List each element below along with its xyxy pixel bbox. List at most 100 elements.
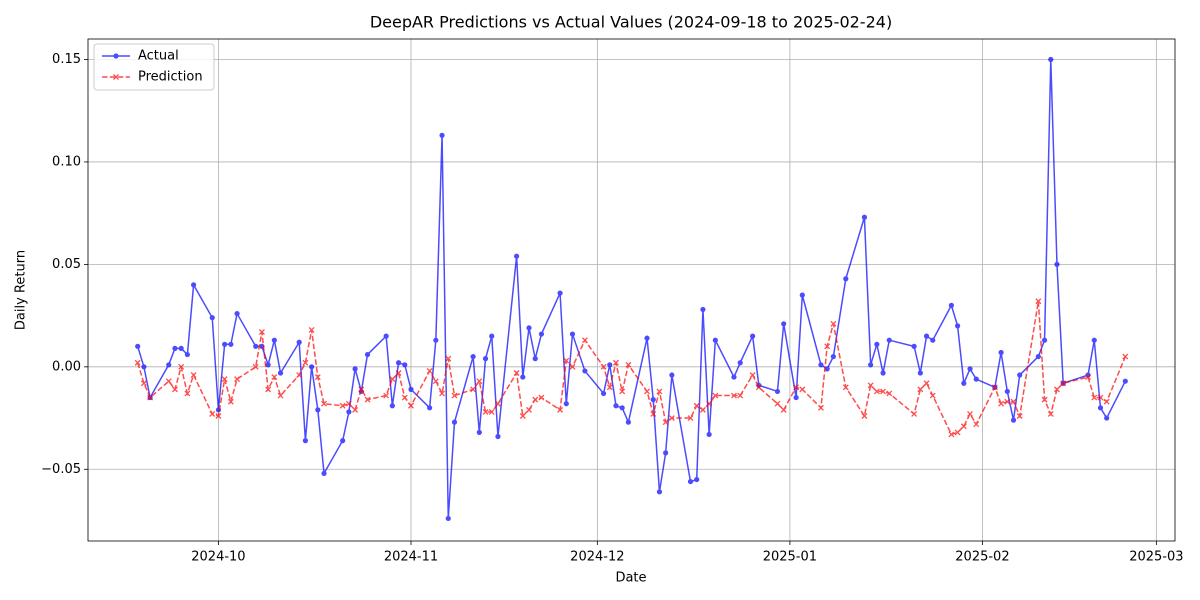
point (873, 388, 880, 395)
point (625, 419, 631, 425)
point (476, 429, 482, 436)
point (830, 320, 837, 327)
point (712, 337, 718, 343)
point (401, 394, 408, 401)
y-tick-label: 0.00 (52, 359, 81, 374)
point (991, 384, 998, 391)
point (253, 343, 259, 349)
point (513, 370, 520, 376)
point (1004, 398, 1011, 405)
point (538, 394, 545, 401)
point (930, 337, 936, 343)
point (221, 376, 228, 383)
point (395, 370, 402, 376)
point (663, 450, 669, 456)
point (520, 374, 526, 380)
point (967, 366, 973, 372)
x-tick-label: 2025-01 (763, 550, 817, 565)
point (439, 390, 446, 397)
y-tick-label: −0.05 (41, 462, 81, 477)
point (644, 335, 650, 341)
point (600, 390, 607, 397)
point (427, 405, 433, 411)
point (178, 363, 185, 370)
x-tick-label: 2025-02 (955, 550, 1009, 565)
point (687, 478, 694, 485)
point (389, 403, 395, 409)
point (712, 392, 719, 399)
point (513, 253, 520, 259)
point (277, 370, 284, 376)
point (973, 421, 980, 428)
point (780, 406, 787, 413)
point (308, 326, 315, 333)
point (694, 476, 700, 483)
point (190, 282, 197, 288)
point (563, 401, 569, 407)
point (793, 384, 800, 391)
point (1085, 374, 1091, 381)
point (929, 392, 936, 399)
point (1048, 56, 1054, 63)
point (352, 406, 359, 413)
point (774, 388, 781, 395)
point (321, 400, 327, 407)
point (166, 362, 172, 368)
point (482, 408, 489, 415)
point (315, 407, 321, 413)
point (1122, 353, 1129, 360)
point (277, 392, 284, 399)
point (731, 392, 737, 399)
point (402, 362, 408, 368)
legend-item (102, 53, 130, 59)
legend-marker (113, 53, 119, 59)
point (619, 388, 626, 395)
x-tick-label: 2024-12 (570, 550, 624, 565)
point (314, 374, 321, 381)
point (563, 357, 570, 364)
point (911, 411, 918, 417)
point (439, 132, 445, 138)
point (476, 378, 483, 385)
point (867, 382, 874, 389)
point (868, 362, 874, 368)
point (955, 323, 961, 329)
point (184, 390, 191, 397)
point (135, 343, 141, 349)
point (799, 292, 805, 298)
point (258, 329, 265, 335)
point (874, 341, 880, 347)
point (178, 345, 184, 351)
point (271, 337, 277, 343)
point (613, 403, 619, 409)
point (389, 376, 396, 383)
point (1041, 337, 1048, 343)
point (656, 388, 663, 395)
point (234, 310, 240, 317)
point (445, 515, 451, 522)
point (911, 343, 917, 349)
point (190, 372, 197, 378)
point (1017, 372, 1023, 378)
point (886, 390, 893, 397)
point (607, 362, 613, 368)
point (613, 359, 619, 366)
point (886, 337, 892, 343)
point (960, 423, 967, 430)
point (650, 411, 657, 417)
point (445, 355, 452, 362)
point (364, 351, 371, 358)
y-tick-label: 0.10 (52, 154, 81, 169)
point (519, 413, 526, 419)
point (731, 374, 737, 380)
point (662, 419, 669, 426)
point (699, 406, 706, 413)
point (923, 380, 930, 387)
point (209, 411, 216, 417)
point (1104, 415, 1110, 421)
y-tick-label: 0.15 (52, 52, 81, 67)
point (830, 353, 836, 360)
series-line (136, 59, 1126, 519)
point (569, 363, 576, 370)
point (774, 400, 781, 407)
